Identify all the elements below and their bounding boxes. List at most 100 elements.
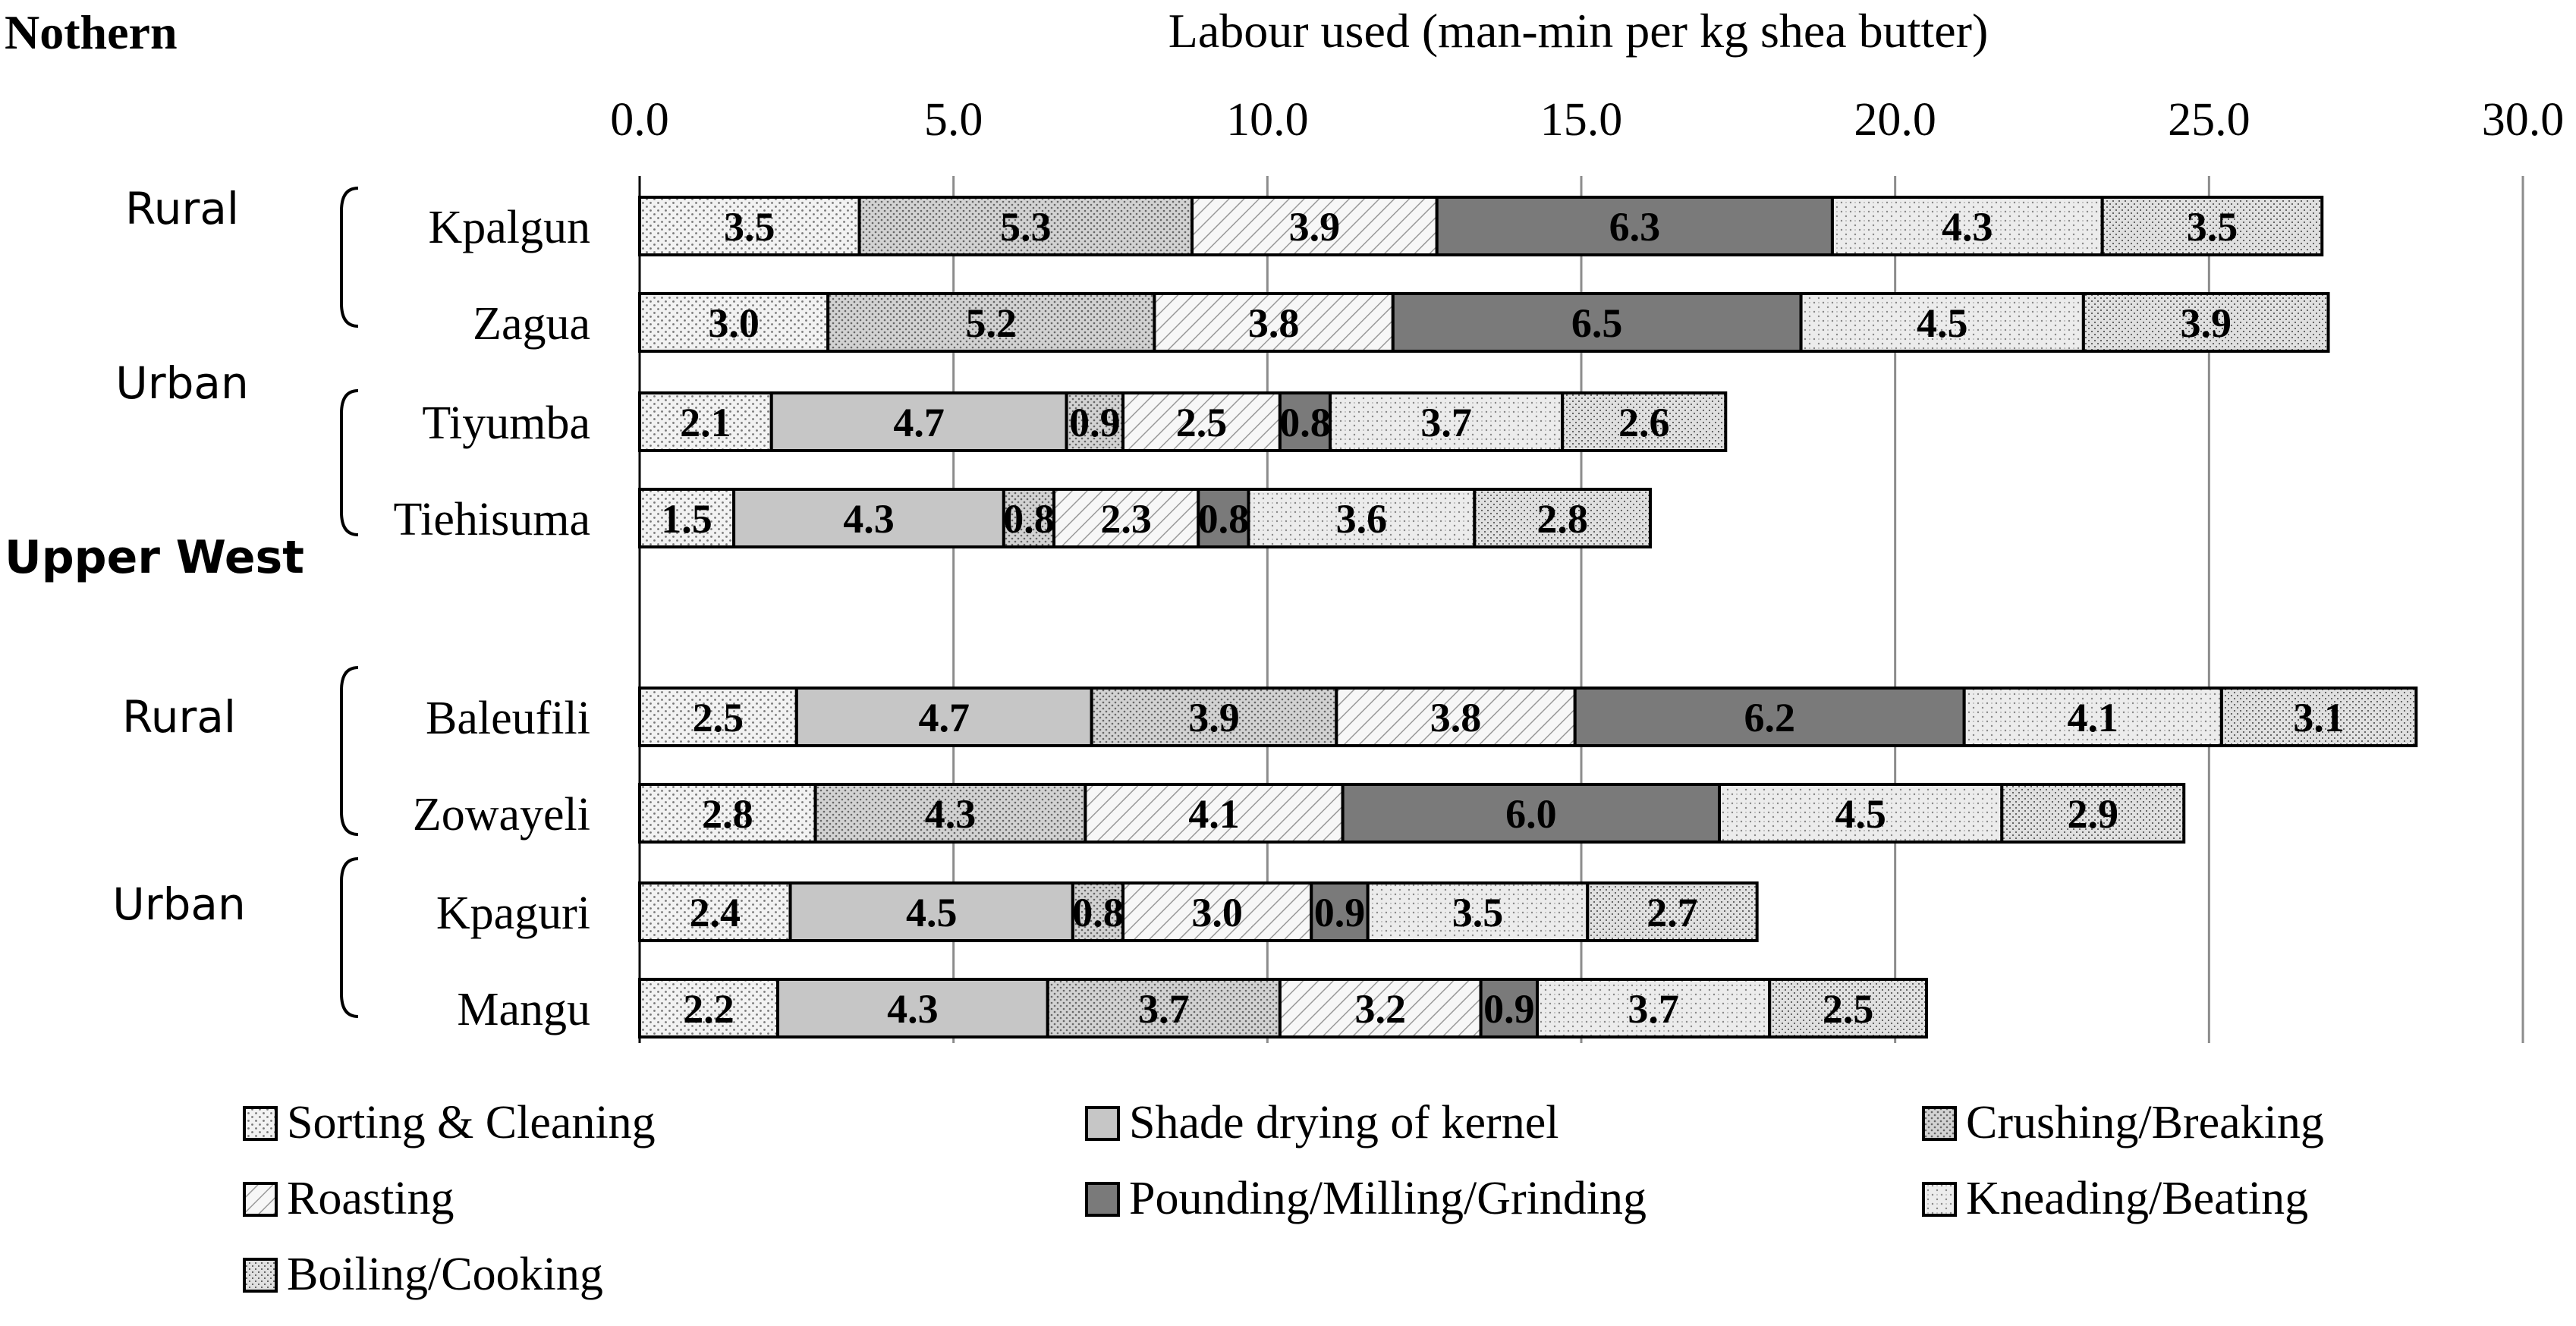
bar-segment <box>638 391 773 452</box>
bar-segment <box>732 488 1005 548</box>
data-label: 3.9 <box>1289 204 1341 250</box>
bar-segment <box>1768 978 1929 1038</box>
x-tick-labels: 0.0 5.0 10.0 15.0 20.0 25.0 30.0 <box>610 94 2564 146</box>
data-label: 2.3 <box>1100 496 1152 542</box>
legend-swatch <box>243 1258 278 1293</box>
x-tick-label: 0.0 <box>610 94 669 146</box>
legend-entry: Boiling/Cooking <box>287 1249 603 1300</box>
bar-segment <box>1247 488 1477 548</box>
bar-segment <box>1121 881 1313 942</box>
legend: Sorting & Cleaning Shade drying of kernel… <box>243 1097 2324 1300</box>
data-label: 0.8 <box>1072 890 1124 935</box>
legend-entry: Pounding/Milling/Grinding <box>1129 1173 1647 1224</box>
bar-segment <box>1197 488 1250 548</box>
bar-segment <box>1586 881 1759 942</box>
bar-segment <box>2081 292 2330 353</box>
bars <box>638 196 2418 1038</box>
legend-entry: Crushing/Breaking <box>1966 1097 2324 1148</box>
group-brace <box>340 389 359 536</box>
bar-segment <box>638 488 736 548</box>
data-label: 3.1 <box>2293 695 2345 740</box>
category-labels: Kpalgun Zagua Tiyumba Tiehisuma Baleufili Zow… <box>393 202 590 1035</box>
bar-segment <box>1366 881 1590 942</box>
bar-segment <box>1799 292 2085 353</box>
bar-segment <box>857 196 1194 256</box>
bar-segment <box>638 881 792 942</box>
data-label: 0.8 <box>1003 496 1055 542</box>
data-label: 3.9 <box>1188 695 1240 740</box>
data-label: 5.2 <box>966 300 1018 346</box>
data-label: 4.1 <box>1188 791 1240 837</box>
category-label: Kpalgun <box>428 202 590 253</box>
bar-segment <box>638 196 861 256</box>
x-tick-label: 20.0 <box>1854 94 1936 146</box>
bar-segment <box>1046 978 1282 1038</box>
data-label: 3.7 <box>1420 400 1472 445</box>
data-label: 3.0 <box>1191 890 1243 935</box>
data-label: 3.7 <box>1138 986 1190 1032</box>
category-label: Zagua <box>473 298 590 350</box>
data-label: 4.3 <box>925 791 977 837</box>
data-label: 3.5 <box>724 204 775 250</box>
group-brace <box>340 857 359 1018</box>
bar-segment <box>1962 687 2223 747</box>
data-label: 3.2 <box>1355 986 1407 1032</box>
x-tick-label: 15.0 <box>1540 94 1623 146</box>
bar-segment <box>1561 391 1728 452</box>
data-label: 2.7 <box>1647 890 1698 935</box>
data-label: 2.5 <box>1823 986 1874 1032</box>
data-label: 4.3 <box>1942 204 1993 250</box>
data-label: 1.5 <box>661 496 712 542</box>
data-label: 2.9 <box>2068 791 2119 837</box>
group-labels: Nothern Rural Urban Upper West Rural Urban <box>5 5 359 1018</box>
data-label: 3.6 <box>1336 496 1388 542</box>
data-label: 3.5 <box>1452 890 1504 935</box>
data-label: 0.9 <box>1483 986 1535 1032</box>
legend-swatch <box>1922 1106 1957 1141</box>
data-label: 3.5 <box>2187 204 2238 250</box>
legend-entry: Shade drying of kernel <box>1129 1097 1558 1148</box>
bar-segment <box>1473 488 1653 548</box>
bar-segment <box>1153 292 1395 353</box>
x-tick-label: 10.0 <box>1226 94 1309 146</box>
bar-segment <box>638 978 780 1038</box>
category-label: Tiyumba <box>422 397 590 449</box>
bar-segment <box>1190 196 1439 256</box>
bar-segment <box>1084 783 1345 844</box>
bar-segment <box>788 881 1074 942</box>
legend-entry: Kneading/Beating <box>1966 1173 2308 1224</box>
data-label: 6.2 <box>1744 695 1795 740</box>
x-tick-label: 30.0 <box>2482 94 2565 146</box>
data-label: 4.7 <box>893 400 945 445</box>
region-label: Nothern <box>5 5 178 59</box>
group-label: Rural <box>125 183 239 234</box>
data-label: 2.1 <box>680 400 731 445</box>
bar-segment <box>1121 391 1282 452</box>
group-label: Urban <box>115 357 248 409</box>
data-label: 4.5 <box>906 890 958 935</box>
data-label: 2.5 <box>693 695 744 740</box>
group-brace <box>340 187 359 328</box>
data-label: 3.7 <box>1628 986 1679 1032</box>
data-label: 6.5 <box>1571 300 1623 346</box>
x-tick-label: 5.0 <box>924 94 983 146</box>
data-label: 3.8 <box>1248 300 1300 346</box>
data-label: 6.0 <box>1505 791 1557 837</box>
data-label: 2.8 <box>702 791 753 837</box>
bar-segment <box>2219 687 2418 747</box>
data-label: 0.8 <box>1279 400 1331 445</box>
data-label: 0.9 <box>1069 400 1121 445</box>
data-label: 5.3 <box>1000 204 1052 250</box>
bar-segment <box>1335 687 1577 747</box>
data-label: 4.3 <box>887 986 939 1032</box>
data-label: 2.5 <box>1176 400 1228 445</box>
x-axis-title: Labour used (man-min per kg shea butter) <box>1168 4 1989 58</box>
group-label: Rural <box>122 691 236 743</box>
data-label: 3.9 <box>2180 300 2232 346</box>
segment-labels: 3.5 5.3 3.9 6.3 4.3 3.5 3.0 5.2 3.8 6.5 4.5 3.9 2.1 4… <box>661 204 2345 1032</box>
region-label: Upper West <box>5 531 304 584</box>
legend-swatch <box>243 1106 278 1141</box>
category-label: Baleufili <box>426 693 590 744</box>
category-label: Mangu <box>457 984 590 1035</box>
